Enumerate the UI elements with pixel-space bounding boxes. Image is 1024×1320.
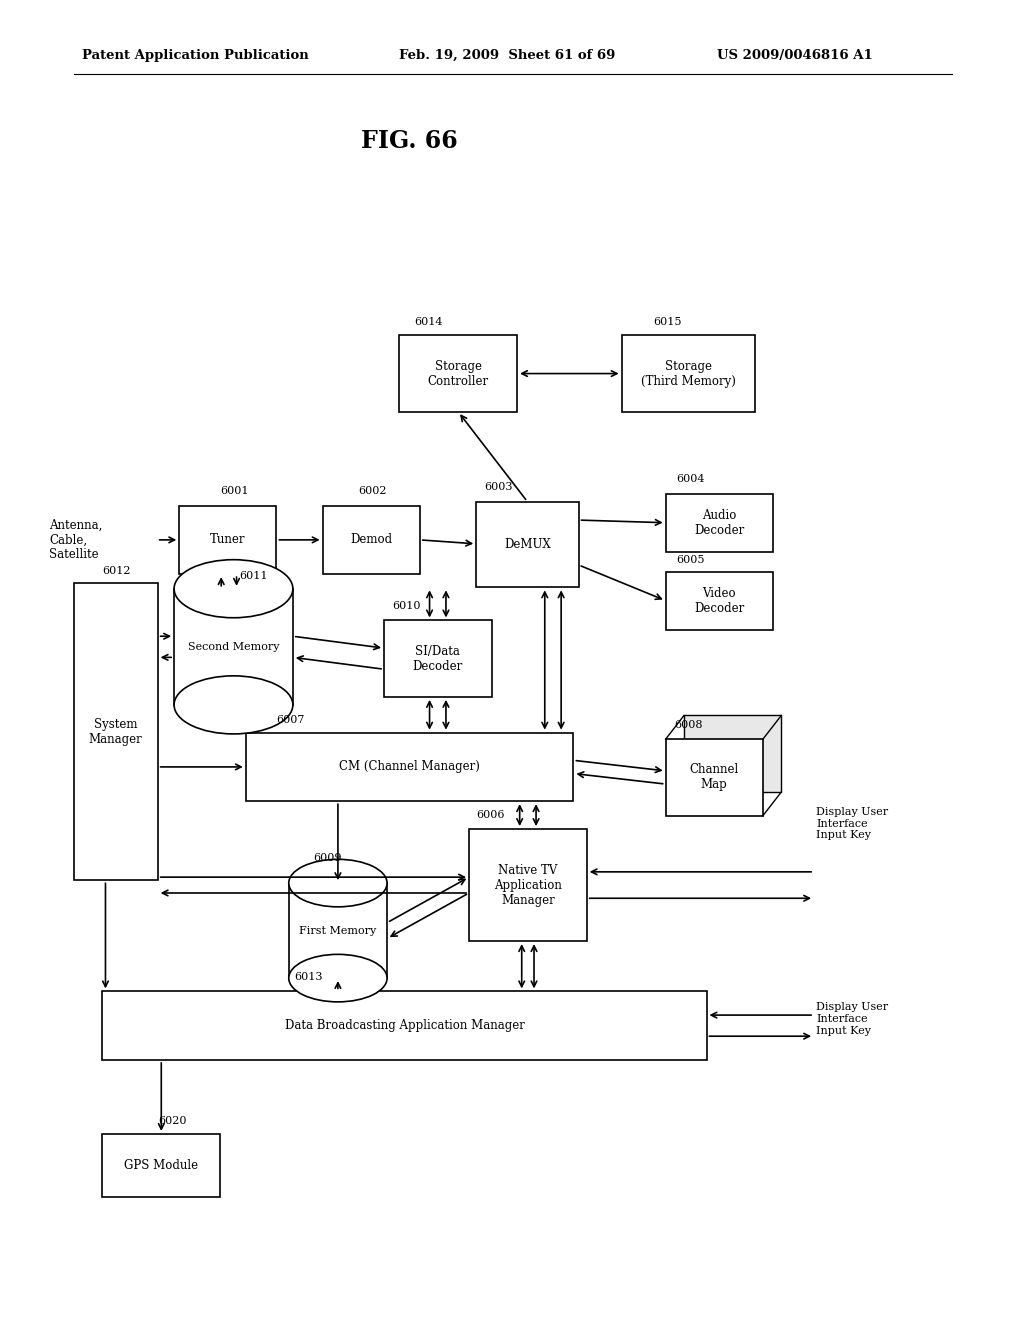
Text: 6012: 6012 xyxy=(102,565,131,576)
Text: 6011: 6011 xyxy=(240,570,268,581)
Bar xyxy=(384,620,492,697)
Bar xyxy=(102,991,707,1060)
Text: 6010: 6010 xyxy=(392,601,421,611)
Text: GPS Module: GPS Module xyxy=(124,1159,199,1172)
Text: 6008: 6008 xyxy=(674,719,702,730)
Text: DeMUX: DeMUX xyxy=(504,539,551,550)
Text: US 2009/0046816 A1: US 2009/0046816 A1 xyxy=(717,49,872,62)
Ellipse shape xyxy=(174,676,293,734)
Bar xyxy=(323,506,420,574)
Ellipse shape xyxy=(289,859,387,907)
Bar xyxy=(476,502,579,587)
Polygon shape xyxy=(684,715,781,792)
Text: Video
Decoder: Video Decoder xyxy=(694,586,744,615)
Text: Demod: Demod xyxy=(350,533,392,546)
Bar xyxy=(469,829,587,941)
Text: Patent Application Publication: Patent Application Publication xyxy=(82,49,308,62)
Text: 6006: 6006 xyxy=(476,809,505,820)
Bar xyxy=(102,1134,220,1197)
Bar xyxy=(399,335,517,412)
Text: Native TV
Application
Manager: Native TV Application Manager xyxy=(494,863,562,907)
Text: 6001: 6001 xyxy=(220,486,249,496)
Ellipse shape xyxy=(289,954,387,1002)
Bar xyxy=(179,506,276,574)
Bar xyxy=(74,583,158,880)
Text: FIG. 66: FIG. 66 xyxy=(361,129,458,153)
Text: SI/Data
Decoder: SI/Data Decoder xyxy=(413,644,463,673)
Text: Second Memory: Second Memory xyxy=(187,642,280,652)
Bar xyxy=(666,494,773,552)
Text: Display User
Interface
Input Key: Display User Interface Input Key xyxy=(816,1002,888,1036)
Bar xyxy=(174,589,293,705)
Ellipse shape xyxy=(174,560,293,618)
Bar xyxy=(666,572,773,630)
Text: Channel
Map: Channel Map xyxy=(689,763,739,792)
Text: 6020: 6020 xyxy=(159,1115,187,1126)
Bar xyxy=(289,883,387,978)
Text: 6014: 6014 xyxy=(415,317,443,327)
Text: 6015: 6015 xyxy=(653,317,682,327)
Bar xyxy=(246,733,573,801)
Text: 6004: 6004 xyxy=(676,474,705,484)
Text: Feb. 19, 2009  Sheet 61 of 69: Feb. 19, 2009 Sheet 61 of 69 xyxy=(399,49,615,62)
Text: 6009: 6009 xyxy=(313,853,342,863)
Text: Antenna,
Cable,
Satellite: Antenna, Cable, Satellite xyxy=(49,519,102,561)
Text: Tuner: Tuner xyxy=(210,533,246,546)
Text: CM (Channel Manager): CM (Channel Manager) xyxy=(339,760,480,774)
Text: First Memory: First Memory xyxy=(299,925,377,936)
Text: 6002: 6002 xyxy=(358,486,387,496)
Bar xyxy=(666,739,763,816)
Text: Data Broadcasting Application Manager: Data Broadcasting Application Manager xyxy=(285,1019,524,1032)
Text: Storage
Controller: Storage Controller xyxy=(428,359,488,388)
Text: Display User
Interface
Input Key: Display User Interface Input Key xyxy=(816,807,888,841)
Text: Audio
Decoder: Audio Decoder xyxy=(694,508,744,537)
Text: System
Manager: System Manager xyxy=(89,718,142,746)
Bar xyxy=(622,335,755,412)
Text: 6013: 6013 xyxy=(294,972,323,982)
Text: 6005: 6005 xyxy=(676,554,705,565)
Text: 6003: 6003 xyxy=(484,482,513,492)
Text: Storage
(Third Memory): Storage (Third Memory) xyxy=(641,359,735,388)
Text: 6007: 6007 xyxy=(276,714,305,725)
